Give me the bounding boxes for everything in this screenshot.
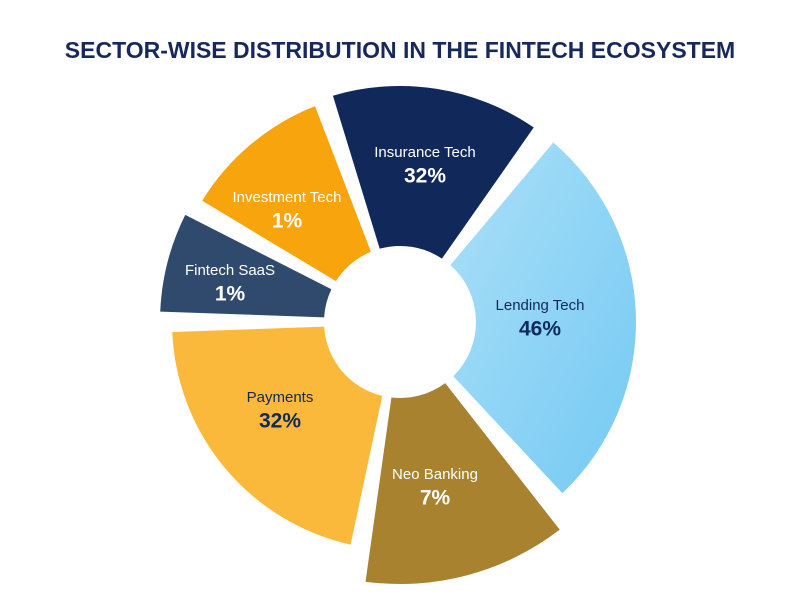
slice [172,326,383,545]
slice [365,383,560,584]
slice-label: Insurance Tech [374,144,475,161]
slice-label: Fintech SaaS [185,262,275,279]
slice-label: Payments [247,389,314,406]
value-label: 32% [259,410,301,433]
slice [332,86,534,259]
slice [450,142,636,494]
slice [160,214,332,318]
slice-label: Investment Tech [233,189,342,206]
value-label: 1% [272,210,303,233]
chart-title: SECTOR-WISE DISTRIBUTION IN THE FINTECH … [65,37,735,63]
slice [202,106,371,282]
slice-label: Neo Banking [392,466,478,483]
value-label: 32% [404,165,446,188]
slice-label: Lending Tech [496,297,585,314]
slices [160,86,636,584]
labels: Insurance Tech 32% Lending Tech 46% Neo Bank… [185,144,585,510]
value-label: 7% [420,487,451,510]
value-label: 46% [519,318,561,341]
value-label: 1% [215,283,246,306]
